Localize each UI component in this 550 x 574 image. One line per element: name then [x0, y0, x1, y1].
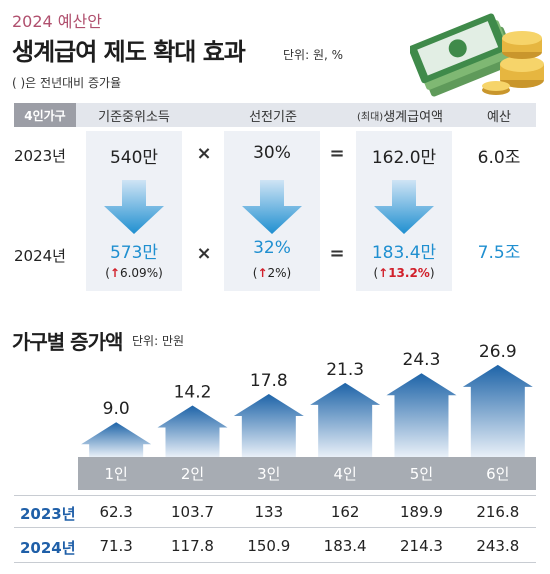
up-arrow-icon: ↑: [257, 266, 268, 280]
chart-unit: 단위: 만원: [132, 334, 185, 348]
table-header-budget: 예산: [487, 109, 511, 125]
median-2024: 573만: [109, 243, 159, 263]
table2-divider-mid: [14, 527, 536, 528]
table2-cell: 162: [330, 503, 360, 521]
bar-value-label: 21.3: [326, 360, 364, 380]
table2-cell: 150.9: [247, 537, 291, 555]
benefit-down-arrow-icon: [374, 180, 434, 234]
table2-cell: 183.4: [323, 537, 367, 555]
budget-2024: 7.5조: [477, 243, 521, 263]
table2-cell: 216.8: [476, 503, 520, 521]
criteria-2023: 30%: [253, 143, 291, 163]
category-label: 2인: [180, 465, 205, 483]
table2-cell: 117.8: [171, 537, 214, 555]
median-down-arrow-icon: [104, 180, 164, 234]
table-header-median: 기준중위소득: [98, 109, 170, 125]
budget-2023: 6.0조: [477, 148, 521, 168]
category-label: 5인: [409, 465, 434, 483]
table-header-criteria: 선전기준: [249, 109, 297, 125]
bar-value-label: 24.3: [403, 350, 441, 370]
criteria-down-arrow-icon: [242, 180, 302, 234]
bar-arrow-2인: [157, 405, 228, 457]
year-tag: 2024 예산안: [12, 12, 102, 31]
table2-cell: 71.3: [99, 537, 133, 555]
table-header-benefit: (최대) 생계급여액: [348, 103, 452, 127]
table2-cell: 103.7: [171, 503, 214, 521]
table-header-benefit-label: 생계급여액: [383, 109, 443, 125]
paren-note: ( )은 전년대비 증가율: [12, 76, 122, 90]
table2-year-2023: 2023년: [20, 505, 76, 523]
bar-arrow-4인: [310, 382, 381, 457]
category-label: 4인: [333, 465, 357, 483]
table2-cell: 243.8: [476, 537, 520, 555]
up-arrow-icon: ↑: [109, 266, 120, 280]
table-header-benefit-prefix: (최대): [356, 111, 384, 123]
median-change: (↑6.09%): [105, 266, 163, 280]
up-arrow-icon: ↑: [378, 266, 389, 280]
table-header-bar: [14, 103, 536, 127]
category-label: 3인: [257, 465, 281, 483]
median-2023: 540만: [109, 148, 159, 168]
criteria-change: (↑2%): [252, 266, 292, 280]
equals-operator-1: =: [329, 143, 345, 164]
row-2023-year: 2023년: [14, 147, 66, 165]
category-label: 6인: [486, 465, 510, 483]
bar-value-label: 17.8: [250, 371, 288, 391]
chart-title: 가구별 증가액: [12, 330, 123, 354]
multiply-operator-2: ×: [196, 243, 212, 264]
table2-divider-top: [14, 495, 536, 496]
benefit-2023: 162.0만: [371, 148, 437, 168]
bar-arrow-3인: [233, 394, 304, 457]
benefit-2024: 183.4만: [371, 243, 437, 263]
category-label: 1인: [104, 465, 128, 483]
page-title: 생계급여 제도 확대 효과: [12, 38, 246, 66]
table2-cell: 133: [254, 503, 284, 521]
multiply-operator-1: ×: [196, 143, 212, 164]
bar-value-label: 26.9: [479, 342, 517, 362]
row-2024-year: 2024년: [14, 247, 66, 265]
table2-cell: 214.3: [400, 537, 443, 555]
category-band: [78, 457, 536, 490]
table2-cell: 62.3: [99, 503, 133, 521]
unit-label: 단위: 원, %: [283, 48, 344, 62]
bar-arrow-5인: [386, 373, 457, 457]
bar-value-label: 14.2: [174, 383, 212, 403]
money-coins-illustration: [410, 13, 544, 97]
household-increase-chart: 9.0 14.2 17.8 21.3 24.3 26.9: [81, 342, 533, 457]
table2-divider-bottom: [14, 562, 536, 563]
table2-year-2024: 2024년: [20, 539, 76, 557]
equals-operator-2: =: [329, 243, 345, 264]
bar-arrow-6인: [462, 364, 533, 457]
table2-cell: 189.9: [400, 503, 443, 521]
criteria-2024: 32%: [253, 238, 291, 258]
table-header-family: 4인가구: [14, 103, 76, 127]
bar-arrow-1인: [81, 422, 152, 457]
benefit-change: (↑13.2%): [373, 266, 435, 280]
bar-value-label: 9.0: [103, 399, 130, 419]
